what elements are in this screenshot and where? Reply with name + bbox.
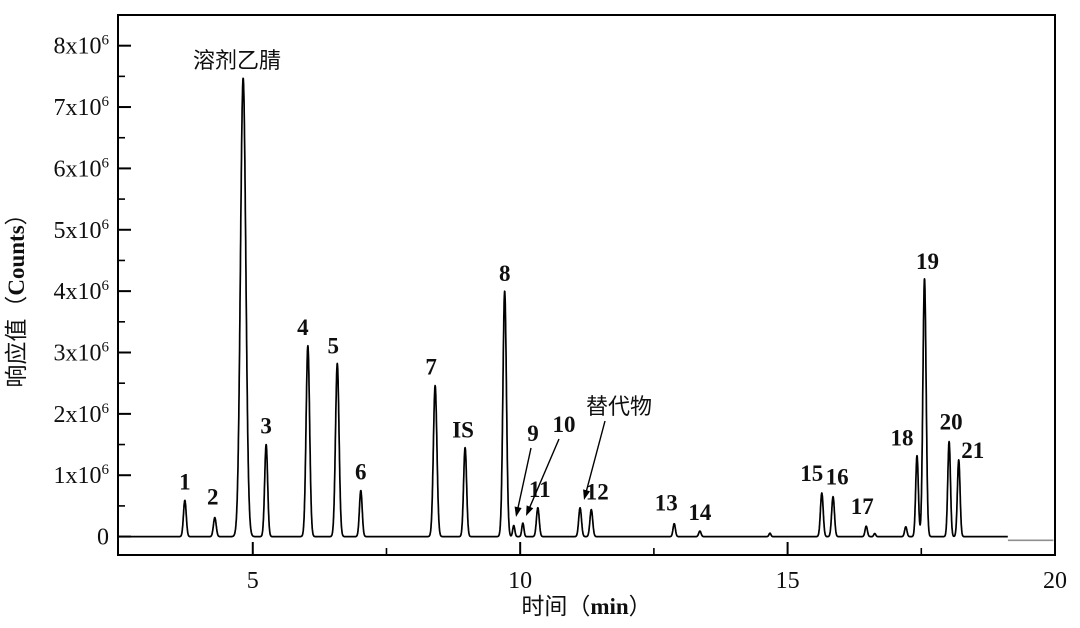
x-axis-title-part: ）	[629, 594, 652, 619]
peak-label-15: 15	[800, 461, 823, 486]
x-axis-title-part: 时间（	[521, 594, 590, 619]
y-axis-title-part: Counts	[4, 225, 29, 295]
annotation-arrow-line	[527, 438, 560, 512]
annotation-arrow-line	[584, 420, 606, 495]
peak-label-4: 4	[297, 315, 309, 340]
y-tick-exponent: 6	[102, 401, 110, 417]
annotation-peak-10-label: 10	[553, 412, 576, 437]
y-axis-title: 响应值（Counts）	[4, 202, 29, 387]
x-axis-title-part: min	[590, 594, 629, 619]
peak-label-18: 18	[891, 426, 914, 451]
y-tick-label: 3x106	[54, 340, 110, 367]
y-tick-exponent: 6	[102, 33, 110, 49]
annotation-peak-9-label: 9	[527, 421, 539, 446]
y-tick-label: 0	[97, 525, 109, 551]
y-tick-label: 7x106	[54, 94, 110, 121]
peak-label-2: 2	[207, 485, 219, 510]
peak-label-19: 19	[916, 249, 939, 274]
peak-label-5: 5	[328, 334, 340, 359]
peak-label-6: 6	[355, 460, 367, 485]
peak-label-16: 16	[826, 465, 849, 490]
y-tick-label: 6x106	[54, 155, 110, 182]
annotation-arrowhead	[583, 489, 591, 500]
peak-label-1: 1	[179, 469, 191, 494]
annotation-arrowhead	[514, 506, 522, 517]
peak-label-12: 12	[586, 480, 609, 505]
y-tick-exponent: 6	[102, 278, 110, 294]
peak-label-17: 17	[851, 494, 874, 519]
peak-label-21: 21	[961, 438, 984, 463]
y-tick-label: 1x106	[54, 462, 110, 489]
x-tick-label: 20	[1043, 568, 1067, 594]
chromatogram-trace	[118, 77, 1009, 538]
y-tick-exponent: 6	[102, 155, 110, 171]
y-tick-label: 8x106	[54, 33, 110, 60]
peak-label-7: 7	[425, 355, 437, 380]
x-tick-label: 5	[247, 568, 259, 594]
annotation-arrow-line	[516, 447, 532, 512]
y-tick-exponent: 6	[102, 340, 110, 356]
annotation-surrogate-label: 替代物	[586, 394, 652, 419]
plot-frame	[117, 14, 1056, 556]
x-axis-title: 时间（min）	[521, 594, 651, 619]
annotation-arrowhead	[526, 505, 534, 516]
y-tick-exponent: 6	[102, 462, 110, 478]
peak-label-20: 20	[940, 410, 963, 435]
peak-label-14: 14	[688, 500, 712, 525]
y-tick-exponent: 6	[102, 94, 110, 110]
peak-label-13: 13	[655, 491, 678, 516]
y-tick-label: 4x106	[54, 278, 110, 305]
peak-label-11: 11	[529, 477, 551, 502]
peak-label-IS: IS	[452, 418, 474, 443]
y-tick-label: 2x106	[54, 401, 110, 428]
peak-label-8: 8	[499, 261, 511, 286]
peak-label-3: 3	[260, 414, 272, 439]
y-axis-title-part: 响应值（	[4, 296, 29, 388]
y-axis-title-part: ）	[4, 202, 29, 225]
x-tick-label: 15	[776, 568, 800, 594]
x-tick-label: 10	[508, 568, 532, 594]
y-tick-label: 5x106	[54, 217, 110, 244]
y-tick-exponent: 6	[102, 217, 110, 233]
annotation-solvent-label: 溶剂乙腈	[193, 48, 281, 73]
